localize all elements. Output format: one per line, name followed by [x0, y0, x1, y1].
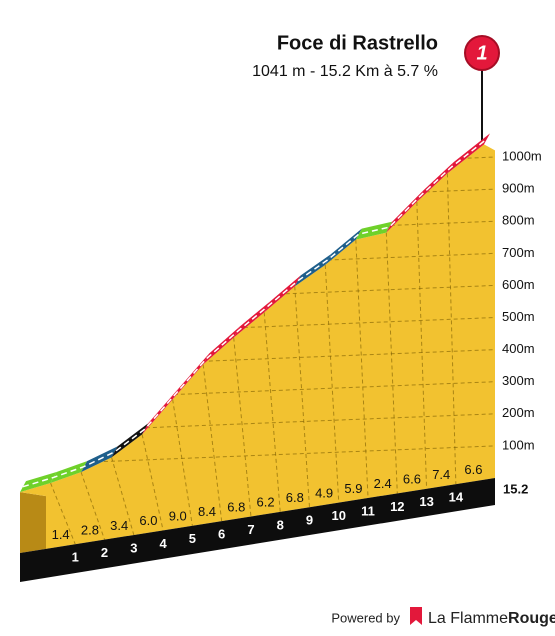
- gradient-label: 4.9: [315, 485, 333, 500]
- km-line: [416, 201, 428, 489]
- x-tick-label: 4: [159, 536, 167, 551]
- km-line: [324, 264, 340, 503]
- gradient-segment: [203, 326, 240, 365]
- x-tick-label: 9: [306, 513, 313, 528]
- brand-icon: [410, 607, 422, 625]
- km-line: [355, 239, 369, 499]
- x-tick-label: 15.2: [503, 481, 528, 496]
- x-tick-label: 2: [101, 545, 108, 560]
- gradient-label: 1.4: [52, 527, 70, 542]
- gradient-segment: [294, 253, 332, 287]
- y-tick-label: 400m: [502, 341, 535, 356]
- base-band: [20, 477, 495, 582]
- x-tick-label: 11: [361, 503, 375, 518]
- gradient-segment: [325, 228, 362, 265]
- km-line: [80, 471, 106, 540]
- km-line: [263, 312, 281, 512]
- km-line: [202, 364, 223, 522]
- gradient-label: 6.6: [464, 462, 482, 477]
- y-tick-label: 300m: [502, 373, 535, 388]
- profile-area: [20, 144, 495, 549]
- gradient-segment: [50, 461, 88, 483]
- brand: La FlammeRouge: [428, 610, 555, 627]
- y-tick-label: 800m: [502, 213, 535, 228]
- gradient-label: 6.6: [403, 472, 421, 487]
- marker-badge: [464, 35, 500, 71]
- marker-label: 1: [476, 42, 487, 64]
- y-tick-label: 600m: [502, 277, 535, 292]
- brand-part: La Flamme: [428, 610, 508, 627]
- gradient-segment: [111, 423, 149, 458]
- km-line: [446, 173, 457, 485]
- km-line: [385, 232, 398, 494]
- x-tick-label: 7: [247, 522, 254, 537]
- gradient-label: 2.4: [374, 476, 392, 491]
- km-line: [294, 286, 310, 508]
- y-tick-label: 1000m: [502, 148, 542, 163]
- y-tick-label: 500m: [502, 309, 535, 324]
- gradient-label: 5.9: [344, 481, 362, 496]
- side-face: [20, 492, 46, 553]
- gradient-segment: [264, 275, 301, 313]
- gradient-segment: [233, 301, 271, 338]
- x-tick-label: 6: [218, 527, 225, 542]
- gradient-segment: [447, 133, 490, 174]
- x-tick-label: 3: [130, 540, 137, 555]
- y-tick-label: 200m: [502, 405, 535, 420]
- gradient-label: 2.8: [81, 522, 99, 537]
- grid-line: [20, 156, 495, 177]
- y-tick-label: 700m: [502, 245, 535, 260]
- y-tick-label: 900m: [502, 181, 535, 196]
- y-tick-label: 100m: [502, 437, 535, 452]
- x-tick-label: 1: [72, 550, 79, 565]
- brand-part: Rouge: [508, 610, 555, 627]
- gradient-segment: [386, 190, 423, 233]
- km-line: [141, 434, 164, 531]
- plot: 100m 200m 300m 400m 500m 600m 700m 800m 900m 1000…: [20, 133, 542, 582]
- x-tick-label: 13: [419, 494, 433, 509]
- gradient-label: 8.4: [198, 504, 216, 519]
- x-tick-label: 10: [332, 508, 346, 523]
- gradient-label: 6.8: [227, 499, 245, 514]
- x-tick-label: 5: [189, 531, 196, 546]
- gradient-label: 6.2: [257, 495, 275, 510]
- gradient-label: 7.4: [432, 467, 450, 482]
- km-line: [233, 337, 252, 517]
- x-tick-label: 12: [390, 499, 404, 514]
- x-tick-label: 8: [277, 517, 284, 532]
- gradient-label: 9.0: [169, 509, 187, 524]
- km-line: [172, 399, 193, 526]
- chart-title: Foce di Rastrello: [277, 32, 438, 54]
- powered-by: Powered by: [331, 610, 400, 625]
- chart-subtitle: 1041 m - 15.2 Km à 5.7 %: [252, 63, 438, 80]
- ribbon-centerline: [22, 138, 488, 488]
- gradient-label: 3.4: [110, 518, 128, 533]
- x-tick-label: 14: [449, 490, 464, 505]
- gradient-label: 6.8: [286, 490, 304, 505]
- gradient-label: 6.0: [139, 513, 157, 528]
